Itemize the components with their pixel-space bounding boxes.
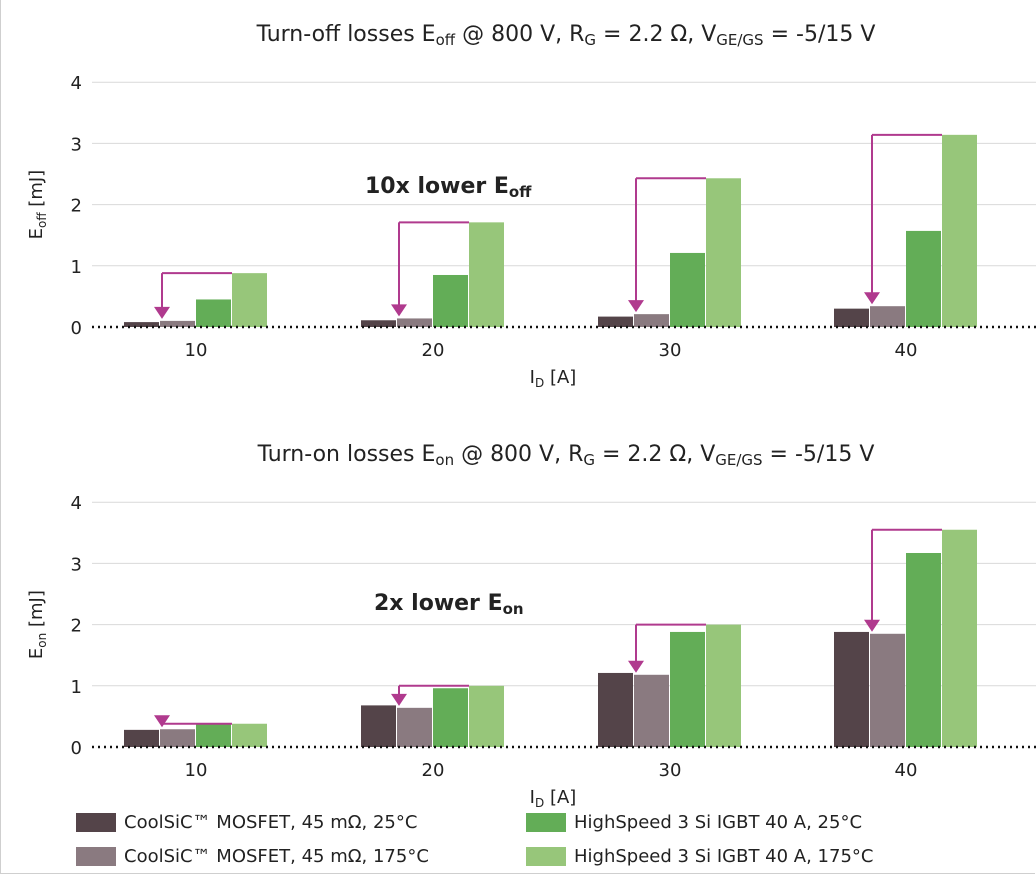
bar <box>706 178 741 327</box>
x-axis-label: ID [A] <box>530 787 577 810</box>
bar <box>361 705 396 747</box>
arrow-head <box>864 292 880 305</box>
bar <box>634 314 669 327</box>
x-tick-label: 20 <box>422 340 445 361</box>
x-tick-label: 10 <box>185 340 208 361</box>
y-tick-label: 2 <box>71 616 82 637</box>
bar <box>942 529 977 747</box>
arrow-head <box>154 715 170 728</box>
arrow-head <box>628 660 644 673</box>
y-axis-label: Eon [mJ] <box>26 590 49 659</box>
chart-title: Turn-on losses Eon @ 800 V, RG = 2.2 Ω, … <box>257 442 875 469</box>
x-axis-label: ID [A] <box>530 367 577 390</box>
bar <box>942 134 977 327</box>
x-tick-label: 40 <box>895 760 918 781</box>
bar <box>870 306 905 327</box>
arrow-head <box>154 306 170 319</box>
legend-item-igbt-175c: HighSpeed 3 Si IGBT 40 A, 175°C <box>526 846 873 867</box>
x-tick-label: 40 <box>895 340 918 361</box>
chart-turn-on-losses: Turn-on losses Eon @ 800 V, RG = 2.2 Ω, … <box>26 442 1036 810</box>
y-axis-label: Eoff [mJ] <box>26 170 49 240</box>
bar <box>232 273 267 327</box>
bar <box>834 308 869 327</box>
bar <box>124 322 159 327</box>
bar <box>870 633 905 747</box>
legend: CoolSiC™ MOSFET, 45 mΩ, 25°C CoolSiC™ MO… <box>76 808 1036 878</box>
bar <box>469 222 504 327</box>
x-tick-label: 10 <box>185 760 208 781</box>
bar <box>196 299 231 327</box>
y-tick-label: 1 <box>71 677 82 698</box>
bar <box>598 316 633 327</box>
chart-turn-off-losses: Turn-off losses Eoff @ 800 V, RG = 2.2 Ω… <box>26 22 1036 390</box>
chart-title: Turn-off losses Eoff @ 800 V, RG = 2.2 Ω… <box>256 22 876 49</box>
bar <box>634 674 669 747</box>
y-tick-label: 4 <box>71 73 82 94</box>
annotation-text: 10x lower Eoff <box>365 174 532 201</box>
bar <box>196 724 231 747</box>
x-tick-label: 30 <box>659 760 682 781</box>
legend-label: CoolSiC™ MOSFET, 45 mΩ, 175°C <box>124 846 429 867</box>
bar <box>160 320 195 327</box>
legend-swatch <box>76 847 116 866</box>
bar <box>232 723 267 747</box>
y-tick-label: 0 <box>71 738 82 759</box>
legend-label: HighSpeed 3 Si IGBT 40 A, 175°C <box>574 846 874 867</box>
bar <box>906 552 941 747</box>
x-tick-label: 30 <box>659 340 682 361</box>
bar <box>397 707 432 747</box>
legend-label: CoolSiC™ MOSFET, 45 mΩ, 25°C <box>124 812 418 833</box>
y-tick-label: 2 <box>71 196 82 217</box>
legend-item-igbt-25c: HighSpeed 3 Si IGBT 40 A, 25°C <box>526 812 862 833</box>
bar <box>906 230 941 327</box>
bar <box>706 624 741 747</box>
legend-item-mosfet-175c: CoolSiC™ MOSFET, 45 mΩ, 175°C <box>76 846 429 867</box>
bar <box>124 729 159 747</box>
legend-swatch <box>526 847 566 866</box>
legend-label: HighSpeed 3 Si IGBT 40 A, 25°C <box>574 812 863 833</box>
x-tick-label: 20 <box>422 760 445 781</box>
y-tick-label: 4 <box>71 493 82 514</box>
arrow-head <box>391 693 407 706</box>
arrow-head <box>864 619 880 632</box>
bar <box>433 274 468 327</box>
bar <box>670 631 705 747</box>
annotation-text: 2x lower Eon <box>374 591 524 618</box>
legend-swatch <box>76 813 116 832</box>
bar <box>397 318 432 327</box>
y-tick-label: 1 <box>71 257 82 278</box>
bar <box>834 631 869 747</box>
y-tick-label: 0 <box>71 318 82 339</box>
arrow-head <box>628 300 644 313</box>
bar <box>670 252 705 327</box>
bar <box>433 688 468 747</box>
bar <box>361 320 396 327</box>
bar <box>598 672 633 747</box>
y-tick-label: 3 <box>71 554 82 575</box>
bar <box>160 729 195 747</box>
bar <box>469 685 504 747</box>
y-tick-label: 3 <box>71 134 82 155</box>
legend-swatch <box>526 813 566 832</box>
arrow-head <box>391 304 407 317</box>
legend-item-mosfet-25c: CoolSiC™ MOSFET, 45 mΩ, 25°C <box>76 812 417 833</box>
